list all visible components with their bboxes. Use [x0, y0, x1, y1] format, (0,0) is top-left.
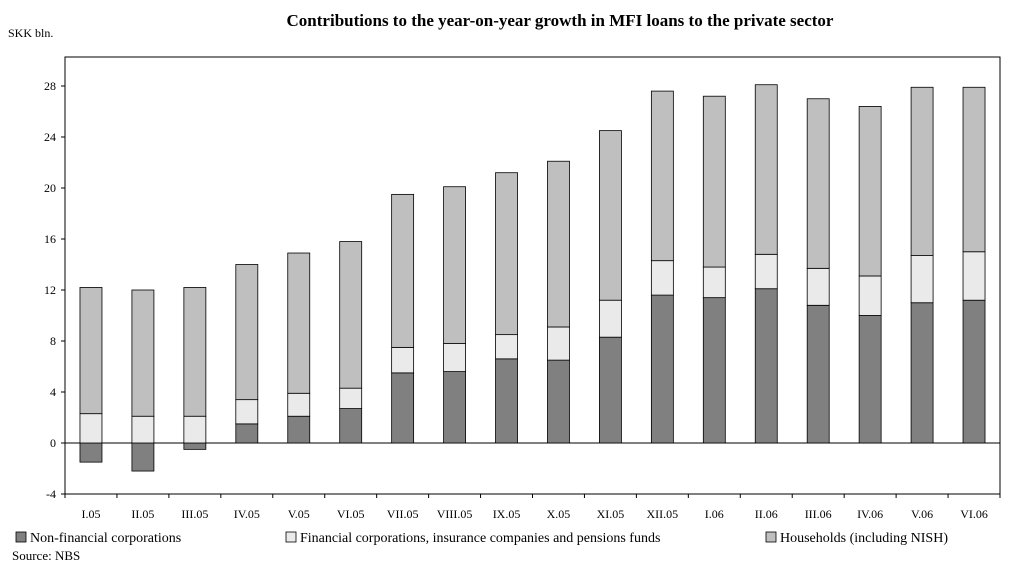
- legend-swatch: [285, 531, 297, 543]
- legend-label: Non-financial corporations: [30, 531, 181, 546]
- bar-segment: [79, 287, 103, 415]
- x-tick-label: I.05: [81, 507, 100, 521]
- y-tick-label: 20: [44, 181, 56, 195]
- x-tick-label: VII.05: [387, 507, 419, 521]
- bar-segment: [443, 343, 466, 372]
- bar-segment: [858, 315, 882, 444]
- bar-segment: [79, 442, 103, 463]
- bar-segment: [287, 415, 311, 444]
- x-axis: I.05 II.05 III.05 IV.05 V.05 VI.05 VII.05 VIII.…: [64, 494, 1001, 521]
- x-tick-label: IV.05: [234, 507, 260, 521]
- bar-segment: [495, 334, 518, 360]
- bar-segment: [339, 387, 363, 409]
- y-tick-label: 4: [50, 385, 56, 399]
- legend: Non-financial corporations Financial corp…: [15, 531, 948, 546]
- bar-segment: [806, 267, 830, 306]
- bar-segment: [391, 193, 415, 348]
- bar-segment: [495, 172, 518, 336]
- bar-segment: [702, 297, 726, 444]
- bar-segment: [287, 392, 311, 417]
- bar-segment: [131, 415, 155, 444]
- bar-segment: [339, 241, 363, 389]
- y-tick-label: 12: [44, 283, 56, 297]
- y-tick-label: 0: [50, 436, 56, 450]
- x-tick-label: III.05: [181, 507, 208, 521]
- y-tick-label: 8: [50, 334, 56, 348]
- legend-swatch: [15, 531, 27, 543]
- y-axis: -4 0 4 8 12 16 20 24 28: [44, 79, 1000, 501]
- bar-segment: [235, 399, 259, 425]
- bar-segment: [702, 95, 726, 268]
- x-tick-label: V.06: [911, 507, 933, 521]
- bar-segment: [183, 287, 207, 417]
- x-tick-label: VI.05: [337, 507, 365, 521]
- bar-segment: [547, 160, 570, 328]
- source-note: Source: NBS: [12, 548, 80, 563]
- y-axis-unit: SKK bln.: [8, 26, 53, 40]
- bar-segment: [183, 442, 207, 450]
- bar-segment: [235, 423, 259, 444]
- bar-segment: [650, 260, 674, 296]
- x-tick-label: II.06: [755, 507, 778, 521]
- x-tick-label: V.05: [288, 507, 310, 521]
- bar-segment: [599, 130, 622, 301]
- legend-label: Financial corporations, insurance compan…: [300, 531, 660, 546]
- legend-swatch: [765, 531, 777, 543]
- y-tick-label: 28: [44, 79, 56, 93]
- x-tick-label: III.06: [805, 507, 832, 521]
- bar-segment: [962, 299, 986, 444]
- bar-segment: [339, 408, 363, 444]
- bar-segment: [131, 442, 155, 472]
- bar-segment: [287, 252, 311, 394]
- bar-segment: [806, 98, 830, 269]
- bar-segment: [962, 86, 986, 253]
- bar-segment: [910, 302, 934, 444]
- bar-segment: [650, 294, 674, 444]
- y-tick-label: 16: [44, 232, 56, 246]
- x-tick-label: XI.05: [597, 507, 625, 521]
- bar-segment: [910, 255, 934, 304]
- chart-title: Contributions to the year-on-year growth…: [287, 11, 834, 30]
- bar-segment: [962, 251, 986, 301]
- bar-segment: [547, 359, 570, 444]
- y-tick-label: -4: [46, 487, 56, 501]
- bar-segment: [443, 371, 466, 444]
- bar-segment: [235, 264, 259, 401]
- x-tick-label: XII.05: [647, 507, 679, 521]
- bar-segment: [547, 326, 570, 361]
- x-tick-label: X.05: [547, 507, 571, 521]
- x-tick-label: VI.06: [960, 507, 988, 521]
- bar-segment: [599, 336, 622, 444]
- bar-segment: [910, 86, 934, 256]
- bar-segment: [650, 90, 674, 262]
- bars: [79, 84, 986, 472]
- bar-segment: [858, 106, 882, 277]
- bar-segment: [754, 288, 778, 444]
- bar-segment: [391, 346, 415, 374]
- x-tick-label: IX.05: [493, 507, 521, 521]
- bar-segment: [858, 275, 882, 316]
- bar-segment: [183, 415, 207, 444]
- legend-label: Households (including NISH): [780, 531, 948, 546]
- x-tick-label: I.06: [705, 507, 724, 521]
- bar-segment: [443, 186, 466, 344]
- bar-segment: [806, 304, 830, 444]
- x-tick-label: IV.06: [857, 507, 883, 521]
- bar-segment: [754, 84, 778, 255]
- bar-segment: [754, 253, 778, 290]
- bar-segment: [702, 266, 726, 299]
- bar-segment: [79, 413, 103, 444]
- bar-segment: [495, 358, 518, 444]
- bar-segment: [131, 289, 155, 417]
- x-tick-label: VIII.05: [437, 507, 473, 521]
- y-tick-label: 24: [44, 130, 56, 144]
- x-tick-label: II.05: [131, 507, 154, 521]
- bar-segment: [599, 299, 622, 338]
- bar-segment: [391, 372, 415, 444]
